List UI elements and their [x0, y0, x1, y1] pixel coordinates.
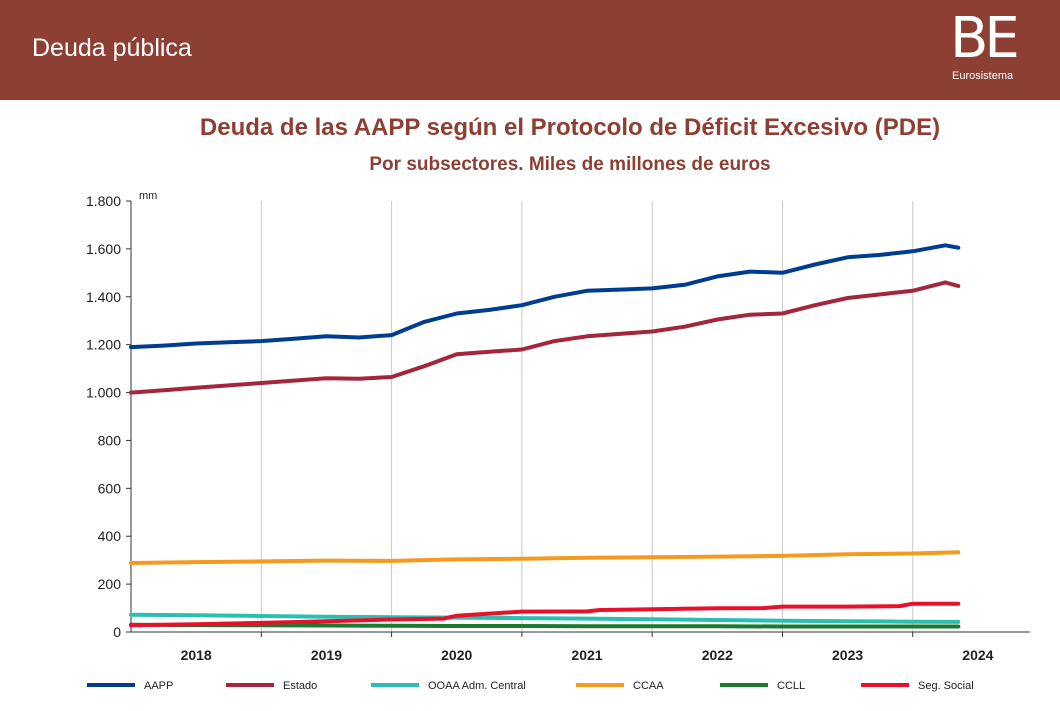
x-tick-label: 2020 [441, 647, 472, 663]
x-tick-label: 2023 [832, 647, 863, 663]
y-tick-label: 0 [113, 624, 121, 640]
y-tick-label: 400 [98, 528, 122, 544]
legend-item: OOAA Adm. Central [371, 680, 526, 692]
legend-item: Seg. Social [861, 680, 974, 692]
y-tick-label: 1.800 [86, 193, 121, 209]
legend-label: OOAA Adm. Central [428, 680, 526, 692]
y-tick-label: 1.400 [86, 289, 121, 305]
y-tick-label: 1.600 [86, 241, 121, 257]
series-line-ccaa [129, 550, 961, 565]
series-line-ooaa-adm-central [129, 612, 961, 624]
legend-label: AAPP [144, 680, 173, 692]
logo-mark: BE [950, 6, 1020, 71]
y-axis-unit: mm [139, 190, 157, 202]
series-line-ccll [129, 622, 961, 629]
legend-item: CCAA [576, 680, 664, 692]
legend-label: CCAA [633, 680, 664, 692]
x-tick-label: 2024 [962, 647, 993, 663]
y-tick-label: 1.200 [86, 337, 121, 353]
series-line-estado [129, 280, 961, 395]
logo-text: Eurosistema [952, 70, 1014, 82]
y-tick-label: 600 [98, 480, 122, 496]
legend-label: Seg. Social [918, 680, 974, 692]
series-line-seg-social [129, 601, 961, 628]
x-tick-label: 2018 [181, 647, 212, 663]
header-banner: Deuda pública BE Eurosistema [0, 0, 1060, 100]
banco-espana-logo: BE Eurosistema [946, 6, 1036, 88]
x-tick-label: 2022 [702, 647, 733, 663]
page-title: Deuda pública [32, 34, 192, 62]
x-tick-label: 2021 [571, 647, 602, 663]
legend-label: Estado [283, 680, 317, 692]
y-tick-label: 1.000 [86, 385, 121, 401]
x-tick-label: 2019 [311, 647, 342, 663]
chart-title: Deuda de las AAPP según el Protocolo de … [199, 114, 941, 141]
legend-item: CCLL [720, 680, 805, 692]
legend-item: Estado [226, 680, 317, 692]
y-tick-label: 200 [98, 576, 122, 592]
chart-subtitle: Por subsectores. Miles de millones de eu… [369, 154, 771, 175]
legend-item: AAPP [87, 680, 173, 692]
series-line-aapp [129, 243, 961, 350]
legend-label: CCLL [777, 680, 805, 692]
y-tick-label: 800 [98, 432, 122, 448]
